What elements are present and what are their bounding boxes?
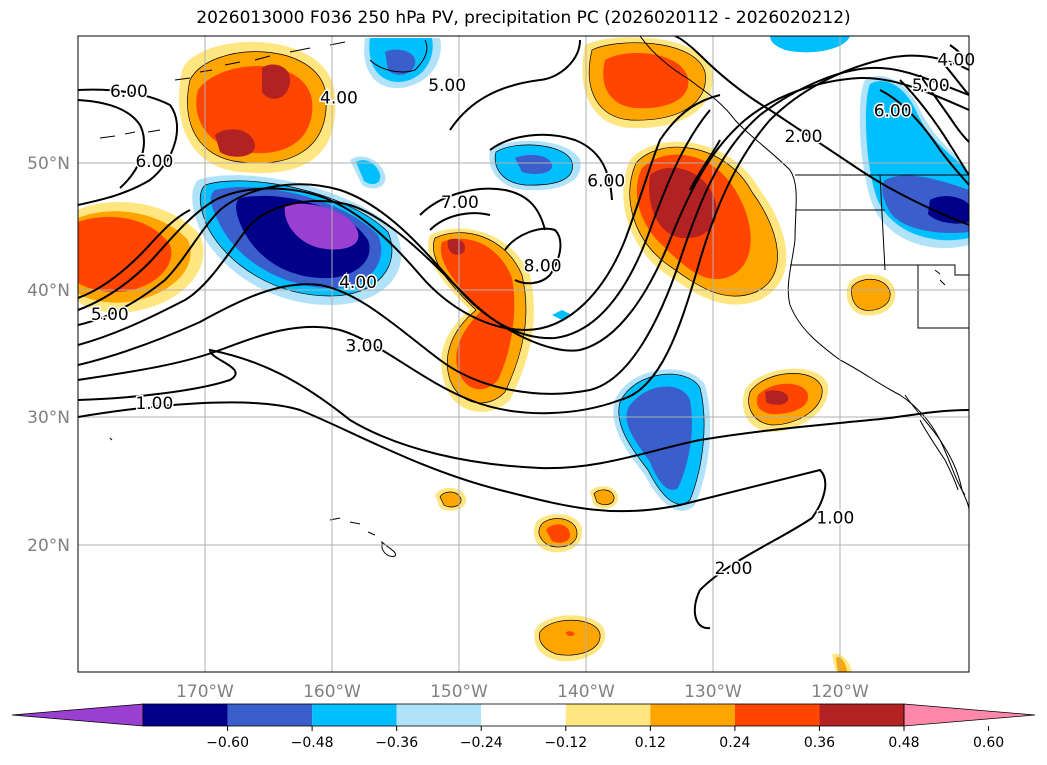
colorbar-tick-label: −0.36 [375, 735, 418, 751]
lat-tick-label: 50°N [27, 154, 70, 174]
colorbar-tick-label: −0.60 [206, 735, 249, 751]
pv-contour-label: 2.00 [785, 127, 823, 147]
colorbar-tick-label: −0.24 [460, 735, 503, 751]
pv-contour-label: 6.00 [110, 82, 148, 102]
colorbar-segment [227, 704, 313, 726]
pv-contour-label: 6.00 [874, 101, 912, 121]
colorbar-tick-label: 0.12 [635, 735, 666, 751]
pv-contour-label: 1.00 [135, 394, 173, 414]
pv-contour-label: 5.00 [91, 305, 129, 325]
lon-tick-label: 150°W [430, 682, 488, 702]
latitude-tick-labels: 50°N 40°N 30°N 20°N [27, 154, 70, 556]
pv-contour-label: 8.00 [524, 257, 562, 277]
lat-tick-label: 20°N [27, 536, 70, 556]
colorbar-tick-labels: −0.60 −0.48 −0.36 −0.24 −0.12 0.12 0.24 0.36 0.4… [206, 726, 1004, 751]
colorbar-segment [396, 704, 482, 726]
pv-contour-label: 6.00 [587, 171, 625, 191]
pv-contour-label: 5.00 [912, 76, 950, 96]
longitude-tick-labels: 170°W 160°W 150°W 140°W 130°W 120°W [176, 682, 869, 702]
pv-contour-label: 4.00 [937, 50, 975, 70]
colorbar-extend-low [11, 703, 144, 727]
lat-tick-label: 30°N [27, 408, 70, 428]
colorbar-segment [481, 704, 566, 726]
pv-contour-label: 7.00 [441, 193, 479, 213]
lat-tick-label: 40°N [27, 281, 70, 301]
map-title: 2026013000 F036 250 hPa PV, precipitatio… [196, 8, 851, 28]
lon-tick-label: 120°W [811, 682, 869, 702]
colorbar [11, 703, 1036, 727]
map-frame [77, 35, 970, 673]
colorbar-segment [734, 704, 820, 726]
colorbar-tick-label: 0.24 [719, 735, 750, 751]
colorbar-tick-label: 0.36 [804, 735, 835, 751]
lon-tick-label: 160°W [303, 682, 361, 702]
colorbar-tick-label: 0.48 [888, 735, 919, 751]
lon-tick-label: 130°W [684, 682, 742, 702]
pv-contour-labels: 6.00 6.00 4.00 5.00 7.00 6.00 8.00 4.00 3.00 5.00… [89, 49, 976, 581]
colorbar-segment [143, 704, 228, 726]
pv-contour-label: 4.00 [320, 89, 358, 109]
pv-contour-label: 5.00 [428, 76, 466, 96]
colorbar-segment [312, 704, 397, 726]
lon-tick-label: 140°W [557, 682, 615, 702]
colorbar-segment [565, 704, 651, 726]
colorbar-tick-label: 0.60 [973, 735, 1004, 751]
lon-tick-label: 170°W [176, 682, 234, 702]
pv-contour-label: 6.00 [135, 152, 173, 172]
graticule [78, 36, 969, 672]
colorbar-outline [142, 703, 905, 727]
colorbar-segment [650, 704, 735, 726]
pv-contour-label: 4.00 [339, 273, 377, 293]
colorbar-tick-label: −0.12 [544, 735, 587, 751]
colorbar-extend-high [903, 703, 1036, 727]
pv-contour-label: 1.00 [816, 508, 854, 528]
colorbar-tick-label: −0.48 [291, 735, 334, 751]
pv-contour-label: 2.00 [715, 559, 753, 579]
pv-contour-label: 3.00 [345, 337, 383, 357]
precip-outlines [187, 42, 891, 656]
colorbar-segment [819, 704, 904, 726]
pv-contours [78, 36, 969, 630]
